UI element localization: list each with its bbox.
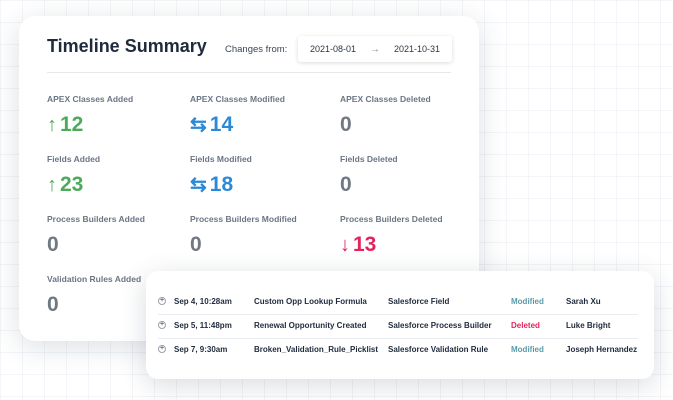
row-user: Luke Bright [566,320,611,330]
arrow-up-icon: ↑ [47,114,57,136]
stat-fields-modified: Fields Modified ⇆ 18 [190,154,340,197]
page-title: Timeline Summary [47,36,207,56]
row-date: Sep 5, 11:48pm [174,320,232,330]
stat-apex-classes-deleted: APEX Classes Deleted 0 [340,94,490,137]
row-divider [158,338,638,339]
expand-icon[interactable]: + [158,321,166,329]
activity-list-card: + Sep 4, 10:28am Custom Opp Lookup Formu… [146,271,654,379]
date-range-picker[interactable]: 2021-08-01 → 2021-10-31 [298,36,452,62]
stat-validation-rules-added: Validation Rules Added 0 [47,274,197,317]
stat-value-row: 0 [340,113,490,137]
stat-value: 0 [190,233,202,256]
date-from[interactable]: 2021-08-01 [310,44,357,54]
swap-icon: ⇆ [190,174,207,196]
row-name: Custom Opp Lookup Formula [254,296,367,306]
stat-label: APEX Classes Deleted [340,94,431,104]
stat-process-builders-added: Process Builders Added 0 [47,214,197,257]
changes-from-label: Changes from: [225,44,288,55]
stat-process-builders-modified: Process Builders Modified 0 [190,214,340,257]
row-user: Sarah Xu [566,296,601,306]
row-date: Sep 4, 10:28am [174,296,232,306]
stat-value-row: 0 [190,233,340,257]
stat-label: Process Builders Modified [190,214,297,224]
swap-icon: ⇆ [190,114,207,136]
stat-label: APEX Classes Modified [190,94,285,104]
date-range-arrow-icon: → [370,43,380,55]
stat-value-row: ↑ 12 [47,113,197,137]
row-user: Joseph Hernandez [566,344,638,354]
row-type: Salesforce Process Builder [388,320,492,330]
stat-process-builders-deleted: Process Builders Deleted ↓ 13 [340,214,490,257]
stat-fields-added: Fields Added ↑ 23 [47,154,197,197]
stat-value: 13 [353,233,377,256]
row-divider [158,314,638,315]
stat-apex-classes-added: APEX Classes Added ↑ 12 [47,94,197,137]
stat-label: Fields Deleted [340,154,398,164]
arrow-up-icon: ↑ [47,174,57,196]
row-type: Salesforce Validation Rule [388,344,489,354]
row-date: Sep 7, 9:30am [174,344,228,354]
expand-icon[interactable]: + [158,297,166,305]
row-status: Deleted [511,320,540,330]
stat-label: Fields Added [47,154,101,164]
date-to[interactable]: 2021-10-31 [393,44,440,54]
expand-icon[interactable]: + [158,345,166,353]
stat-label: Fields Modified [190,154,252,164]
row-status: Modified [511,344,544,354]
stat-value: 23 [60,173,84,196]
stat-value-row: ↑ 23 [47,173,197,197]
stat-label: Validation Rules Added [47,274,142,284]
stat-value-row: ↓ 13 [340,233,490,257]
table-row[interactable]: + Sep 4, 10:28am Custom Opp Lookup Formu… [158,289,638,313]
stat-label: APEX Classes Added [47,94,134,104]
stat-label: Process Builders Added [47,214,145,224]
arrow-down-icon: ↓ [340,234,350,256]
row-type: Salesforce Field [388,296,450,306]
stat-value-row: 0 [47,233,197,257]
stat-value-row: ⇆ 18 [190,173,340,197]
stat-value-row: 0 [340,173,490,197]
stat-apex-classes-modified: APEX Classes Modified ⇆ 14 [190,94,340,137]
stat-value: 0 [340,113,352,136]
timeline-summary-card: Timeline Summary Changes from: 2021-08-0… [19,16,479,341]
stat-value-row: 0 [47,293,197,317]
stat-value: 0 [47,293,59,316]
stat-value: 0 [47,233,59,256]
stat-value: 14 [209,113,234,136]
row-name: Renewal Opportunity Created [254,320,367,330]
stat-label: Process Builders Deleted [340,214,443,224]
stat-value: 18 [209,173,234,196]
divider [47,72,451,73]
stat-value: 0 [340,173,352,196]
row-status: Modified [511,296,544,306]
table-row[interactable]: + Sep 5, 11:48pm Renewal Opportunity Cre… [158,313,638,337]
stat-value-row: ⇆ 14 [190,113,340,137]
stat-value: 12 [60,113,84,136]
table-row[interactable]: + Sep 7, 9:30am Broken_Validation_Rule_P… [158,337,638,361]
row-name: Broken_Validation_Rule_Picklist [254,344,379,354]
stat-fields-deleted: Fields Deleted 0 [340,154,490,197]
